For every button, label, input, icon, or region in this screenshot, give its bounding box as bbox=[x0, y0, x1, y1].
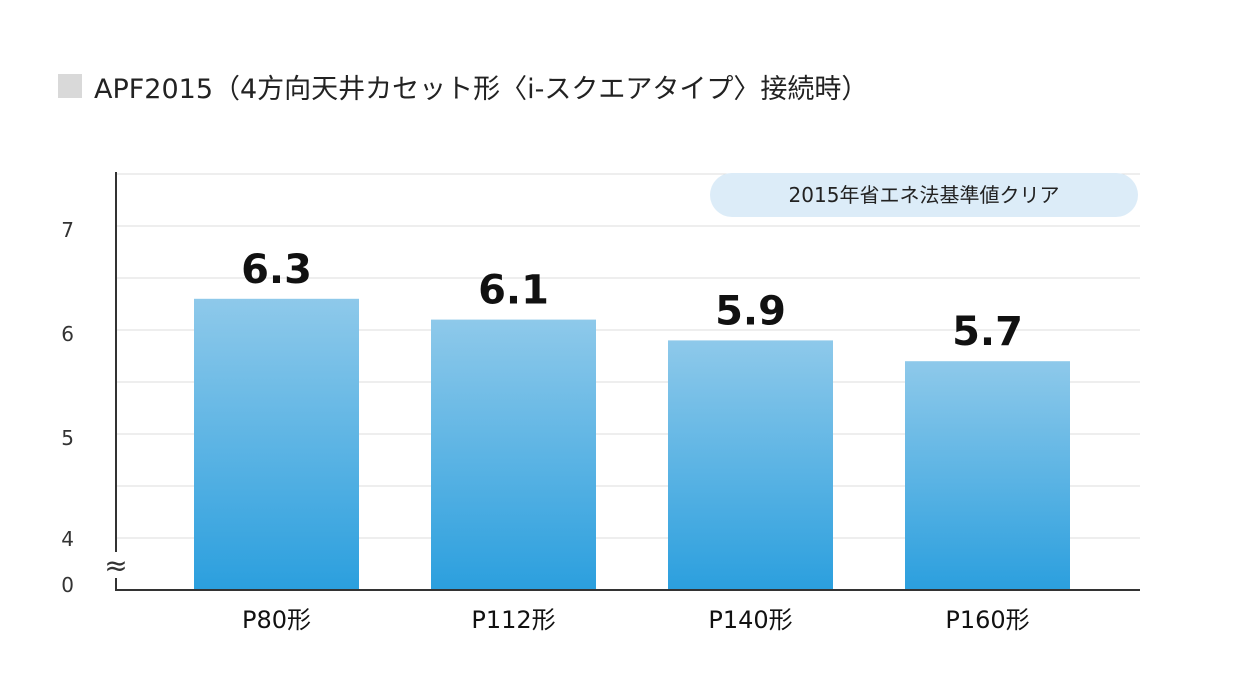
category-label: P80形 bbox=[242, 606, 311, 634]
value-label: 6.3 bbox=[241, 247, 312, 293]
bars bbox=[194, 298, 1070, 590]
badge-text: 2015年省エネ法基準値クリア bbox=[789, 183, 1060, 207]
chart-header: APF2015（4方向天井カセット形〈i-スクエアタイプ〉接続時） bbox=[58, 66, 868, 106]
chart-title: APF2015（4方向天井カセット形〈i-スクエアタイプ〉接続時） bbox=[94, 73, 869, 105]
category-labels: P80形 P112形 P140形 P160形 bbox=[242, 606, 1030, 634]
value-label: 6.1 bbox=[478, 268, 549, 314]
axis-break: ≈ bbox=[98, 549, 134, 582]
category-label: P160形 bbox=[945, 606, 1029, 634]
y-axis-ticks: 7 6 5 4 0 bbox=[61, 218, 74, 597]
value-badge: 2015年省エネ法基準値クリア bbox=[710, 173, 1138, 217]
value-labels: 6.3 6.1 5.9 5.7 bbox=[241, 247, 1023, 355]
y-tick-label: 0 bbox=[61, 573, 74, 597]
legend-swatch bbox=[58, 74, 82, 98]
category-label: P112形 bbox=[471, 606, 555, 634]
y-tick-label: 7 bbox=[61, 218, 74, 242]
bar bbox=[194, 298, 359, 590]
axis-break-mask bbox=[98, 552, 134, 578]
axis-break-icon: ≈ bbox=[104, 549, 127, 582]
bar bbox=[431, 319, 596, 590]
value-label: 5.7 bbox=[952, 309, 1023, 355]
bar bbox=[905, 361, 1070, 590]
bar bbox=[668, 340, 833, 590]
category-label: P140形 bbox=[708, 606, 792, 634]
badge-background bbox=[710, 173, 1138, 217]
y-tick-label: 5 bbox=[61, 426, 74, 450]
y-tick-label: 4 bbox=[61, 527, 74, 551]
y-tick-label: 6 bbox=[61, 322, 74, 346]
value-label: 5.9 bbox=[715, 288, 786, 334]
